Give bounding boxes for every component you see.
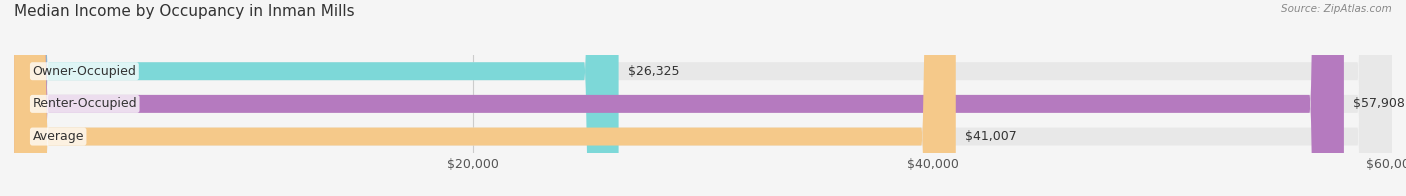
FancyBboxPatch shape [14, 0, 1392, 196]
Text: Median Income by Occupancy in Inman Mills: Median Income by Occupancy in Inman Mill… [14, 4, 354, 19]
Text: Owner-Occupied: Owner-Occupied [32, 65, 136, 78]
Text: Source: ZipAtlas.com: Source: ZipAtlas.com [1281, 4, 1392, 14]
FancyBboxPatch shape [14, 0, 1392, 196]
Text: Renter-Occupied: Renter-Occupied [32, 97, 136, 110]
FancyBboxPatch shape [14, 0, 1392, 196]
Text: $41,007: $41,007 [965, 130, 1017, 143]
FancyBboxPatch shape [14, 0, 619, 196]
Text: Average: Average [32, 130, 84, 143]
FancyBboxPatch shape [14, 0, 1344, 196]
Text: $57,908: $57,908 [1353, 97, 1405, 110]
Text: $26,325: $26,325 [628, 65, 679, 78]
FancyBboxPatch shape [14, 0, 956, 196]
